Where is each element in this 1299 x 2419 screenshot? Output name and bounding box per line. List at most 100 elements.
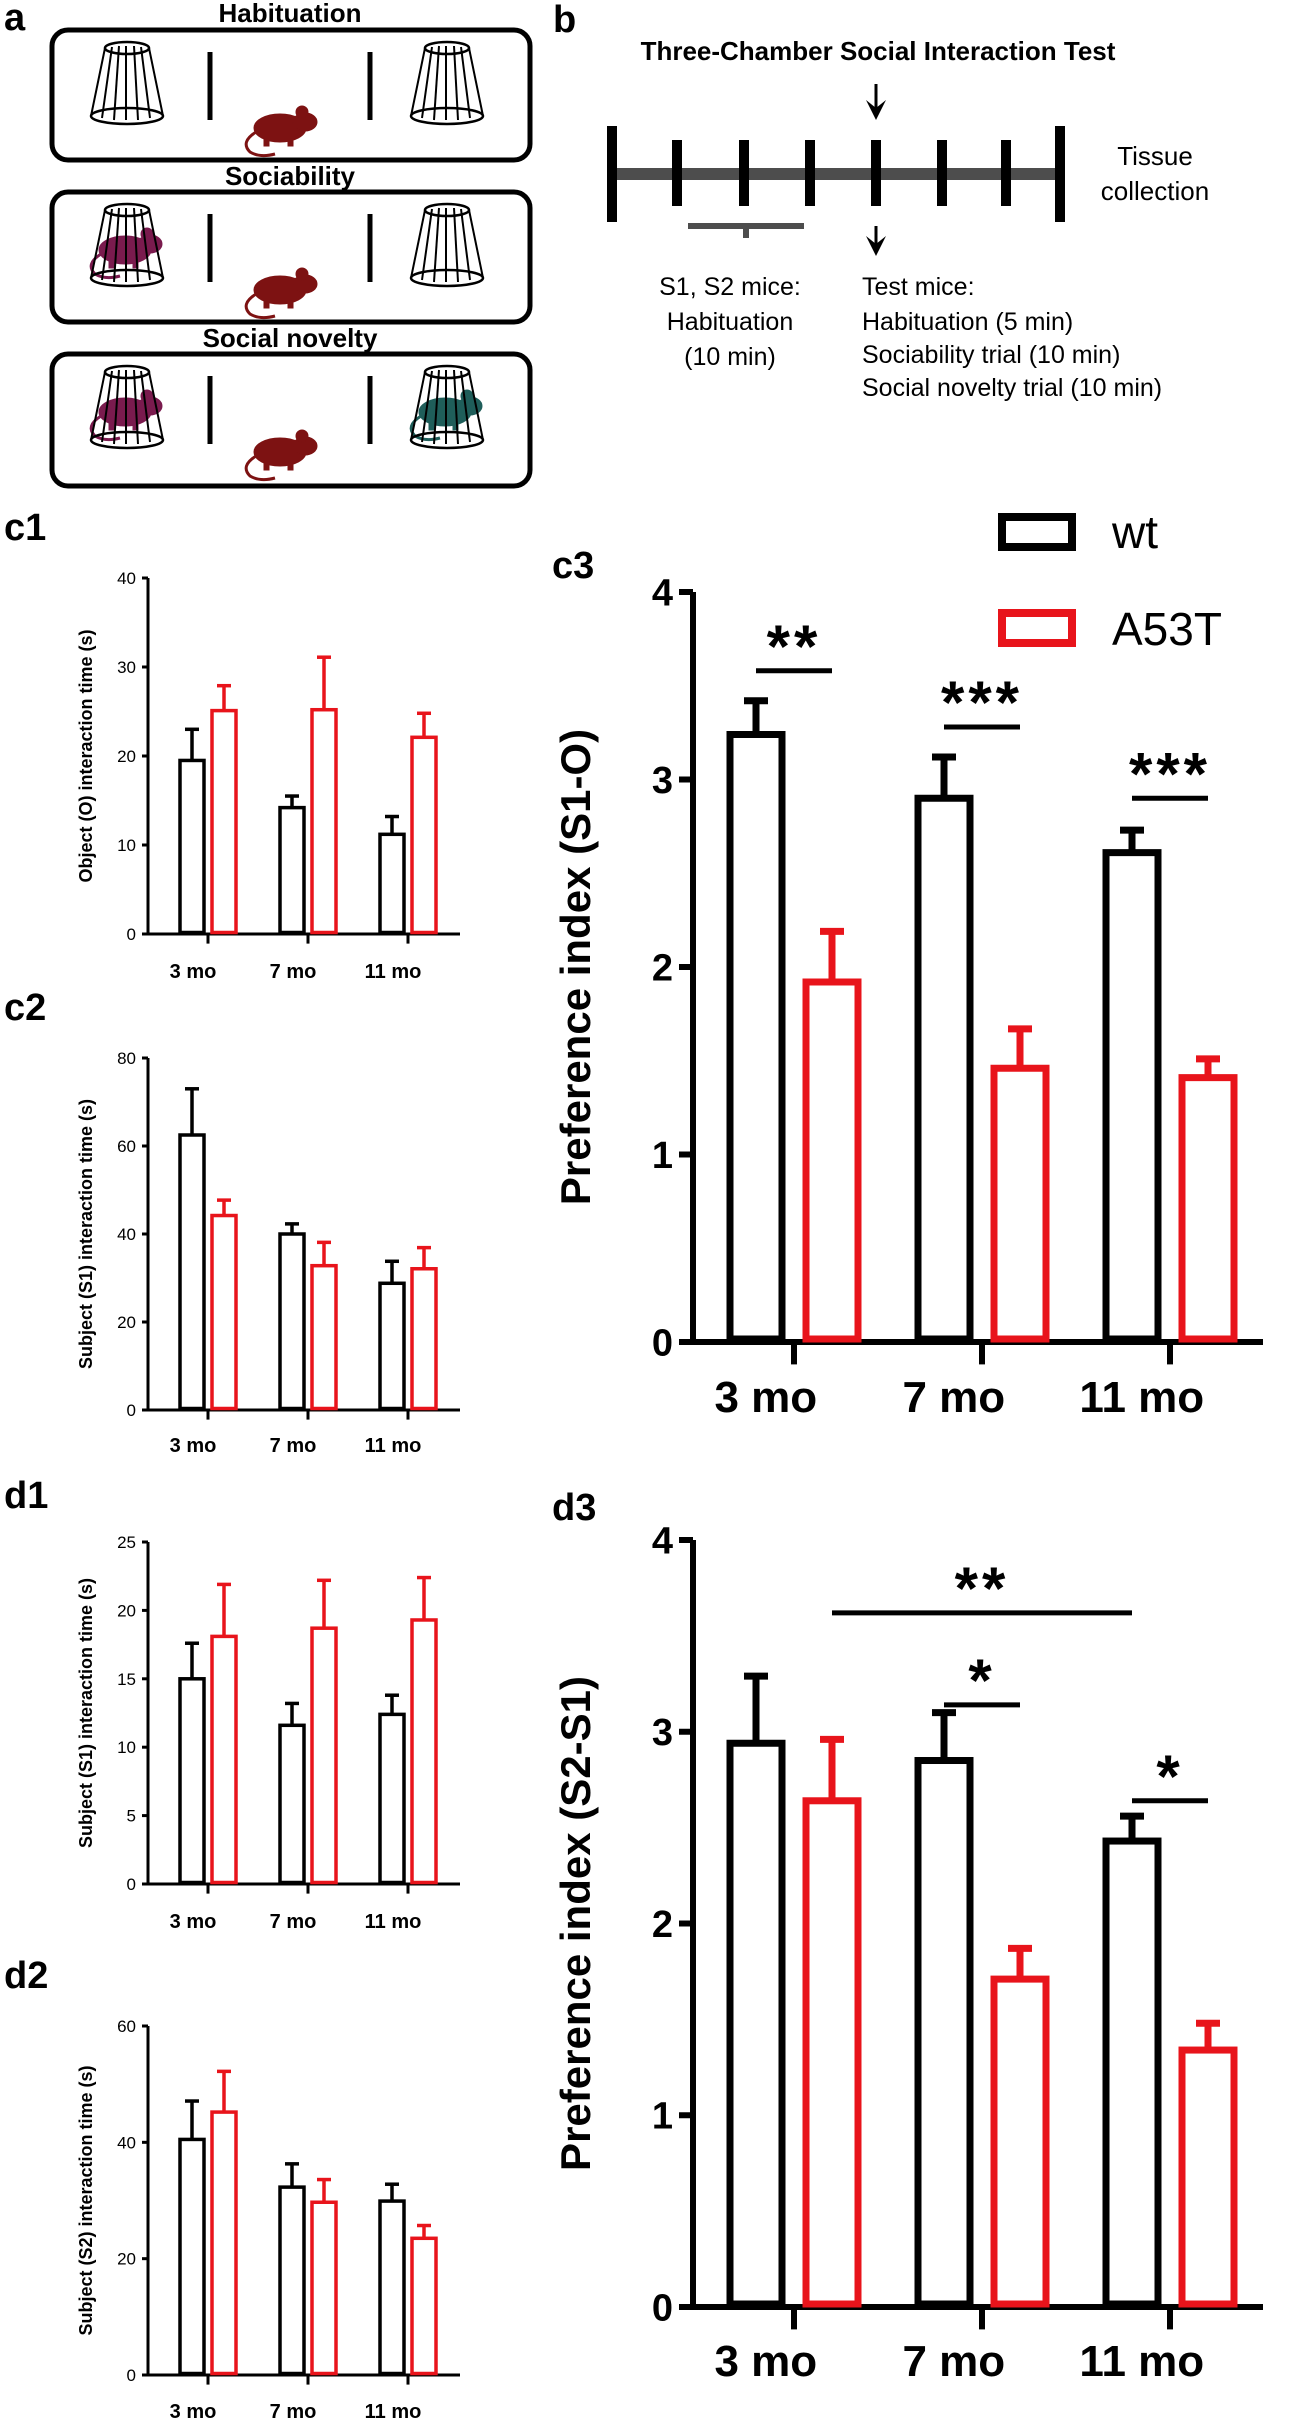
bar-a53t <box>802 978 862 1343</box>
bar-wt <box>378 1712 406 1885</box>
x-category-label: 11 mo <box>1079 1373 1204 1422</box>
x-category-label: 7 mo <box>270 2401 317 2419</box>
y-axis-label: Object (O) interaction time (s) <box>76 629 96 882</box>
chart-c2: 0 20 40 60 80 3 mo 7 mo 11 mo Subject (S1) inter… <box>76 1049 460 1457</box>
bar-a53t <box>410 1267 438 1411</box>
significance-stars: ** <box>767 613 822 680</box>
bar-a53t <box>410 735 438 935</box>
bar-a53t <box>1178 2046 1238 2308</box>
y-tick-label: 30 <box>117 658 136 677</box>
y-tick-label: 4 <box>652 1520 673 1562</box>
y-tick-label: 2 <box>652 1904 673 1946</box>
empty-cage-icon <box>89 40 165 126</box>
y-tick-label: 0 <box>652 1322 673 1364</box>
bar-a53t <box>310 1626 338 1885</box>
x-category-label: 3 mo <box>714 1373 817 1422</box>
y-tick-label: 40 <box>117 569 136 588</box>
legend: wt A53T <box>998 506 1222 655</box>
x-category-label: 7 mo <box>902 1373 1005 1422</box>
s-mice-label-3: (10 min) <box>684 343 776 371</box>
y-tick-label: 20 <box>117 2250 136 2269</box>
bar-a53t <box>310 1263 338 1411</box>
stage-title-habituation: Habituation <box>219 0 362 28</box>
panel-a: a Habituation Sociability Social novelty <box>4 0 533 489</box>
bar-a53t <box>310 2200 338 2376</box>
bar-wt <box>914 794 974 1343</box>
bar-wt <box>278 805 306 935</box>
y-tick-label: 1 <box>652 2096 673 2138</box>
y-tick-label: 2 <box>652 947 673 989</box>
x-category-label: 7 mo <box>270 961 317 983</box>
x-category-label: 11 mo <box>1079 2337 1204 2386</box>
panel-letter-c2: c2 <box>4 987 46 1029</box>
y-tick-label: 1 <box>652 1135 673 1177</box>
y-tick-label: 25 <box>117 1533 136 1552</box>
y-tick-label: 10 <box>117 836 136 855</box>
y-tick-label: 20 <box>117 1313 136 1332</box>
x-category-label: 3 mo <box>170 1911 217 1933</box>
y-tick-label: 60 <box>117 1137 136 1156</box>
y-tick-label: 80 <box>117 1049 136 1068</box>
bar-a53t <box>410 2236 438 2376</box>
bar-wt <box>178 2137 206 2376</box>
x-category-label: 3 mo <box>170 1435 217 1457</box>
test-mouse-icon <box>244 266 319 320</box>
legend-swatch-wt <box>998 513 1076 551</box>
chart-d2: 0 20 40 60 3 mo 7 mo 11 mo Subject (S2) interac… <box>76 2017 460 2419</box>
bar-a53t <box>210 1213 238 1411</box>
bar-wt <box>1102 849 1162 1343</box>
y-tick-label: 20 <box>117 1601 136 1620</box>
y-tick-label: 0 <box>127 925 136 944</box>
x-category-label: 3 mo <box>170 961 217 983</box>
bar-wt <box>178 758 206 935</box>
y-tick-label: 4 <box>652 572 673 614</box>
y-axis-label: Preference index (S2-S1) <box>552 1676 599 2171</box>
test-mice-label-4: Social novelty trial (10 min) <box>862 374 1162 402</box>
x-category-label: 11 mo <box>365 1911 422 1933</box>
chamber-box-sociability <box>49 189 533 325</box>
bar-wt <box>278 2185 306 2376</box>
bar-a53t <box>210 1634 238 1885</box>
panel-letter-d2: d2 <box>4 1955 48 1997</box>
x-category-label: 11 mo <box>365 1435 422 1457</box>
timeline-bar <box>612 168 1060 180</box>
x-category-label: 3 mo <box>714 2337 817 2386</box>
legend-swatch-a53t <box>998 609 1076 647</box>
y-axis-label: Subject (S1) interaction time (s) <box>76 1578 96 1848</box>
chamber-box-social-novelty <box>49 351 533 489</box>
y-axis-label: Subject (S2) interaction time (s) <box>76 2065 96 2335</box>
panel-letter-d1: d1 <box>4 1475 48 1517</box>
panel-letter-c3: c3 <box>552 545 594 587</box>
chart-c1: 0 10 20 30 40 3 mo 7 mo 11 mo Object (O) interac… <box>76 569 460 983</box>
chart-c3: 0 1 2 3 4 3 mo 7 mo 11 mo Preference index (S1-O… <box>552 572 1263 1422</box>
y-tick-label: 0 <box>127 2366 136 2385</box>
bar-wt <box>914 1757 974 2308</box>
stage-title-sociability: Sociability <box>225 161 356 191</box>
y-tick-label: 60 <box>117 2017 136 2036</box>
bar-a53t <box>410 1618 438 1885</box>
s-mice-label-1: S1, S2 mice: <box>659 273 801 301</box>
significance-stars: *** <box>1129 740 1211 807</box>
bar-wt <box>378 832 406 935</box>
y-tick-label: 40 <box>117 1225 136 1244</box>
significance-stars: * <box>968 1647 995 1714</box>
s-mice-label-2: Habituation <box>667 308 793 336</box>
bar-wt <box>726 731 786 1343</box>
bar-a53t <box>1178 1074 1238 1343</box>
y-tick-label: 3 <box>652 760 673 802</box>
panel-letter-b: b <box>553 0 576 41</box>
y-axis-label: Preference index (S1-O) <box>552 729 599 1205</box>
empty-cage-icon <box>409 40 485 126</box>
x-category-label: 11 mo <box>365 961 422 983</box>
bar-wt <box>1102 1837 1162 2308</box>
test-mouse-icon <box>244 428 319 482</box>
test-mice-label-1: Test mice: <box>862 273 975 301</box>
y-axis-label: Subject (S1) interaction time (s) <box>76 1099 96 1369</box>
panel-letter-d3: d3 <box>552 1487 596 1529</box>
bar-wt <box>178 1133 206 1411</box>
chart-d3: 0 1 2 3 4 3 mo 7 mo 11 mo Preference index (S2-S… <box>552 1520 1263 2386</box>
significance-stars: ** <box>955 1555 1010 1622</box>
bar-a53t <box>802 1797 862 2308</box>
legend-label-a53t: A53T <box>1112 603 1222 655</box>
